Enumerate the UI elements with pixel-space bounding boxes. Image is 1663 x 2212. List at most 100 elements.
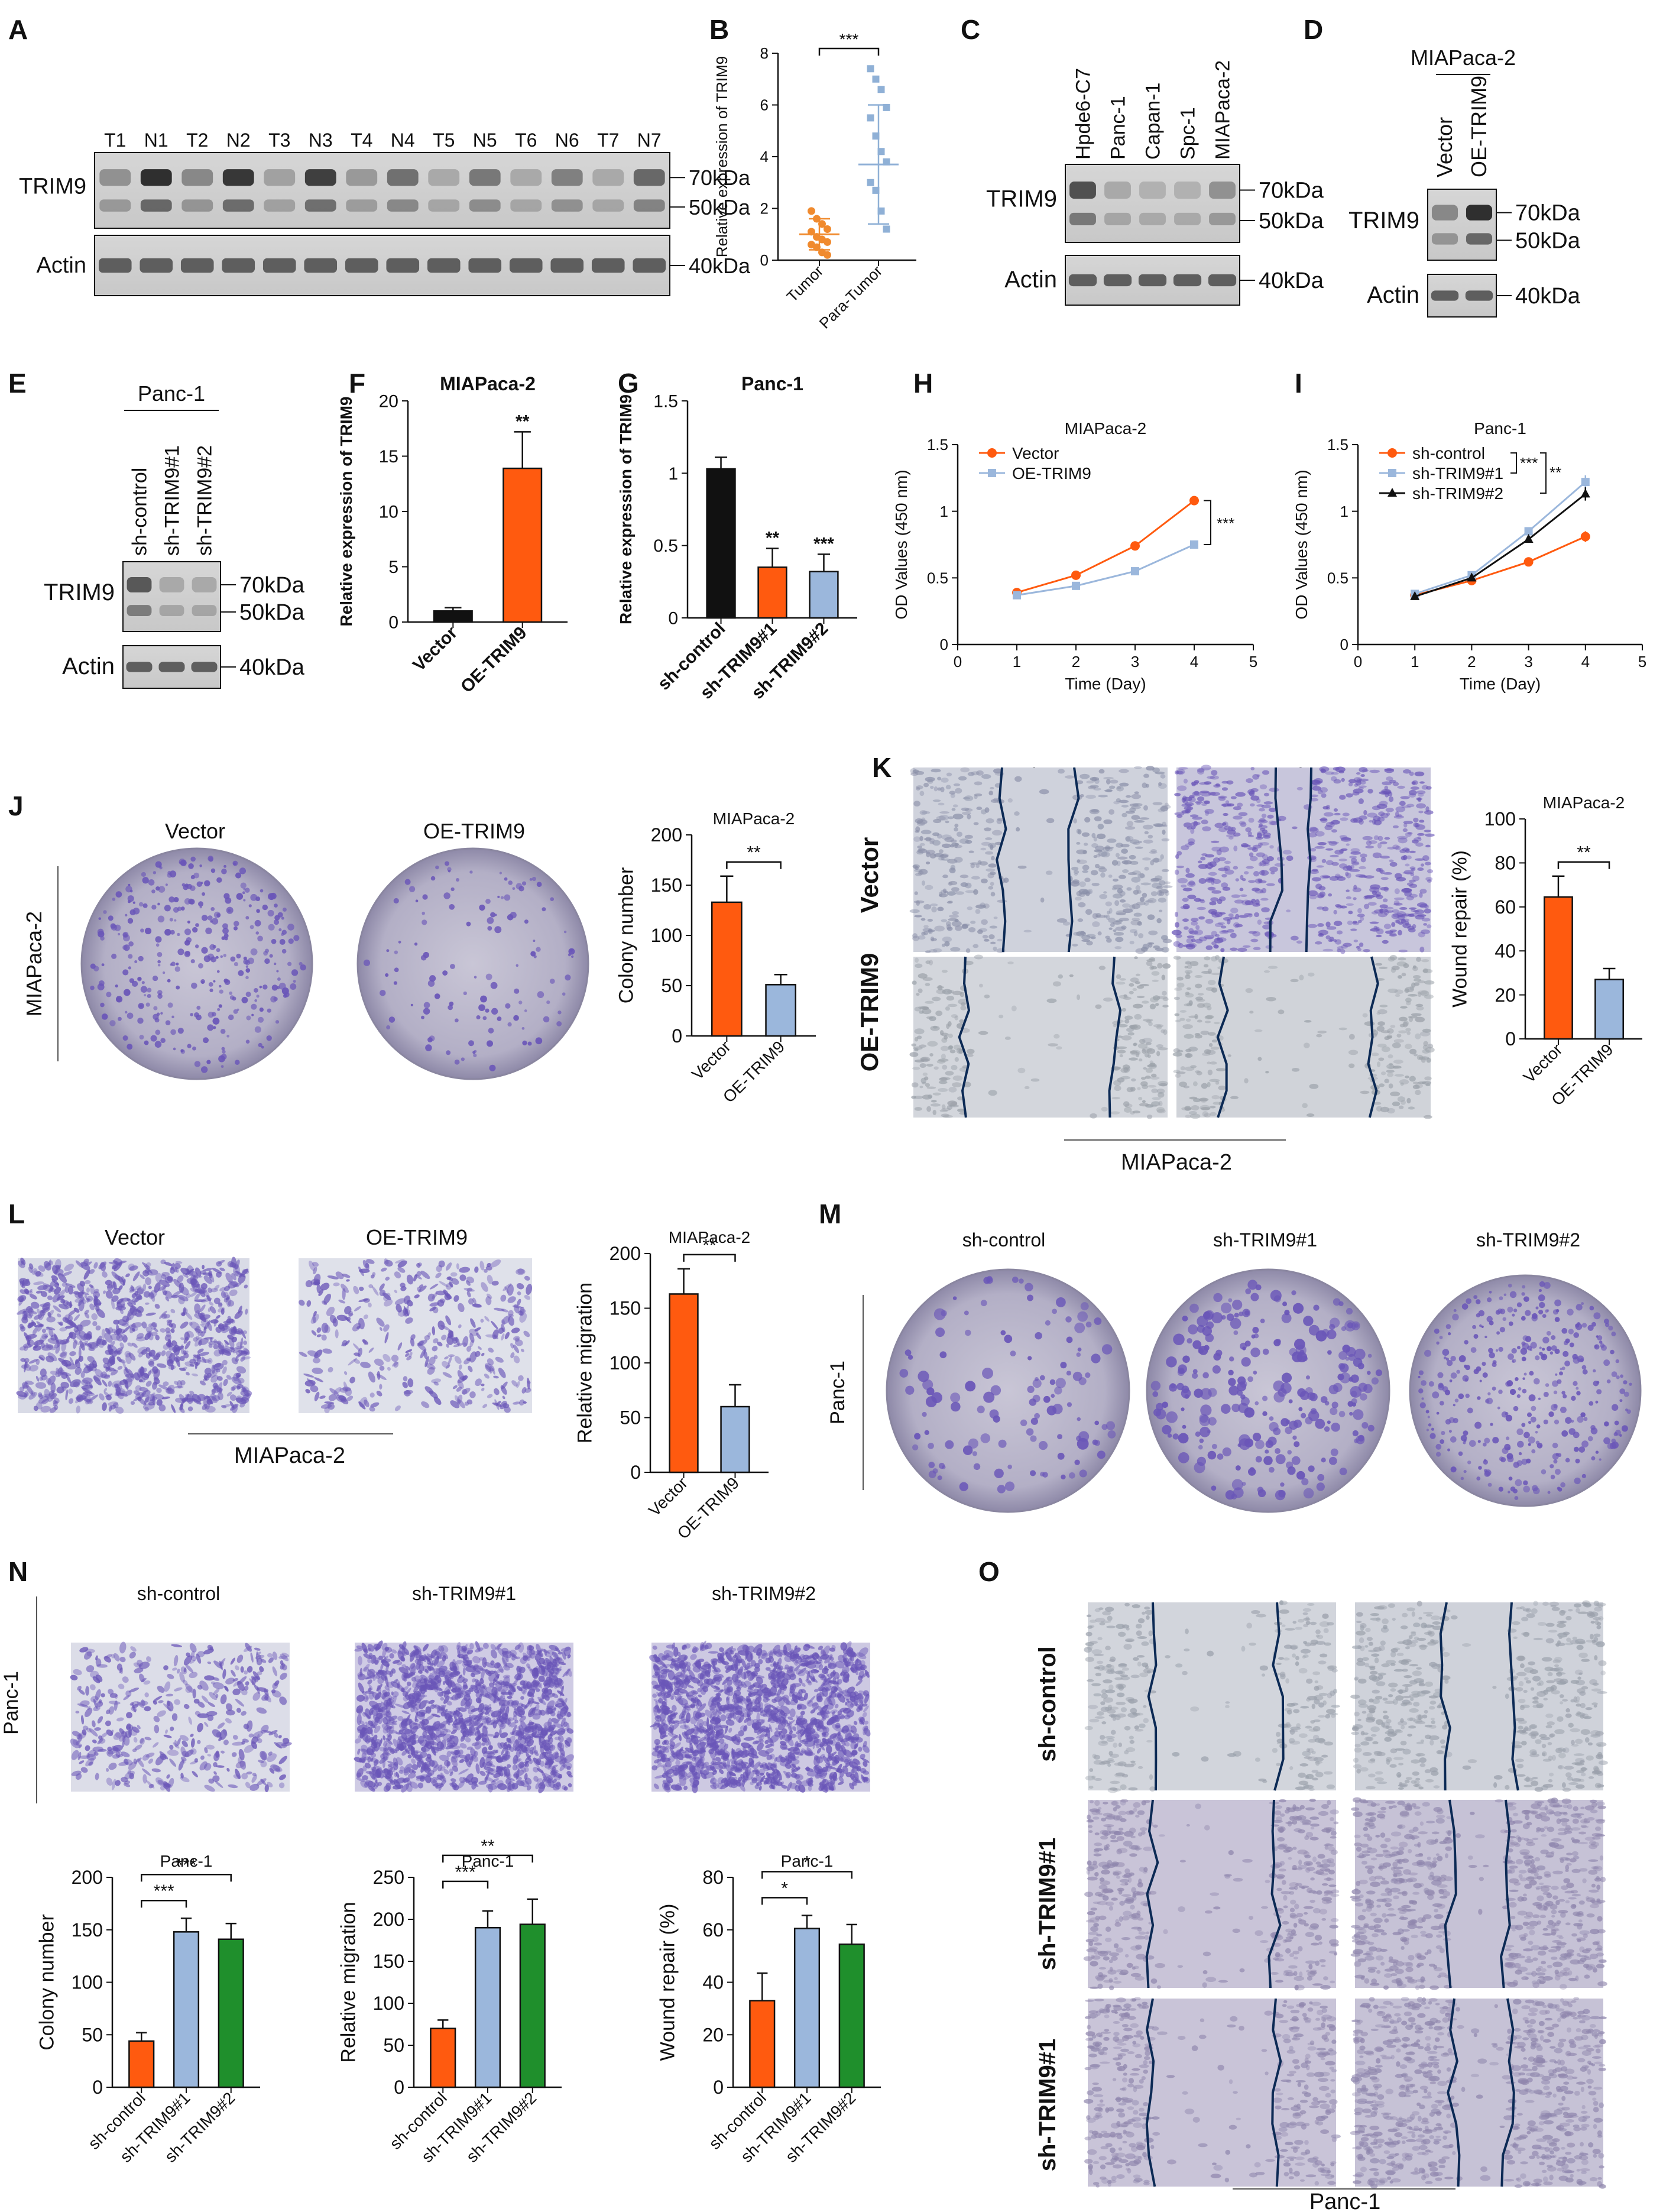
colony-dot [1436, 1411, 1440, 1415]
colony-dot [219, 989, 223, 994]
cell-mark [1072, 794, 1082, 801]
colony-dot [216, 877, 222, 883]
colony-dot [1445, 1418, 1451, 1425]
colony-dot [1257, 1489, 1266, 1498]
colony-dot [1629, 1382, 1632, 1386]
colony-dot [1466, 1298, 1472, 1304]
colony-dot [1007, 1465, 1012, 1469]
cell-mark [1306, 1113, 1315, 1118]
colony-dot [1057, 1452, 1065, 1460]
colony-dot [154, 1041, 162, 1048]
colony-dot [1458, 1393, 1464, 1400]
cell-mark [46, 1316, 56, 1323]
cell-mark [1138, 933, 1144, 938]
cell-mark [1274, 863, 1285, 867]
colony-dot [1464, 1340, 1469, 1345]
cell-mark [1129, 929, 1137, 934]
marker-label: 50kDa [1259, 209, 1324, 234]
cell-mark [1406, 1031, 1411, 1035]
cell-mark [1086, 941, 1093, 945]
lane-label: N4 [391, 129, 415, 151]
cell-mark [1408, 1015, 1418, 1019]
cell-mark [1390, 1092, 1401, 1097]
cell-mark [1261, 907, 1270, 913]
colony-dot [256, 995, 260, 998]
colony-dot [245, 1039, 250, 1044]
cell-mark [1388, 1083, 1393, 1089]
colony-dot [414, 942, 418, 946]
colony-dot [1619, 1399, 1623, 1403]
colony-dot [443, 892, 450, 899]
wound-edge-line [1067, 767, 1080, 953]
colony-dot [1061, 1474, 1066, 1480]
colony-dot [1515, 1479, 1522, 1486]
cell-mark [1424, 980, 1435, 985]
colony-dot [267, 1008, 271, 1013]
cell-mark [1106, 938, 1112, 943]
cell-mark [1161, 804, 1171, 809]
cell-mark [1411, 867, 1416, 872]
colony-dot [1546, 1331, 1551, 1336]
trim9-lower-band [222, 199, 254, 212]
cell-mark [1408, 914, 1415, 917]
cell-mark [1392, 1101, 1401, 1107]
cell-mark [1182, 918, 1189, 922]
cell-mark [1179, 1018, 1185, 1021]
actin-band [262, 258, 296, 273]
cell-mark [1133, 889, 1139, 895]
cell-mark [1268, 807, 1276, 812]
trim9-band [1139, 182, 1166, 199]
marker-label: 40kDa [1515, 284, 1581, 309]
colony-dot [170, 963, 173, 966]
colony-dot [176, 985, 180, 990]
colony-dot [299, 961, 303, 966]
cell-mark [1129, 803, 1139, 807]
cell-mark [1117, 786, 1121, 789]
cell-mark [1184, 926, 1189, 930]
cell-mark [1148, 943, 1153, 948]
colony-dot [1578, 1446, 1586, 1453]
colony-dot [1560, 1482, 1565, 1488]
colony-dot [144, 927, 152, 935]
cell-mark [1116, 860, 1121, 866]
cell-mark [1399, 801, 1406, 807]
cell-mark [978, 1031, 988, 1035]
colony-dot [235, 872, 242, 879]
colony-dot [1567, 1309, 1574, 1316]
cell-mark [1364, 1021, 1375, 1026]
lane-label: Hpde6-C7 [1072, 68, 1095, 160]
colony-dot [1568, 1329, 1574, 1335]
cell-mark [939, 811, 950, 814]
cell-mark [1108, 785, 1116, 789]
colony-dot [1526, 1412, 1532, 1417]
colony-dot [473, 1053, 477, 1058]
colony-dot [1516, 1428, 1523, 1436]
cell-mark [1079, 881, 1086, 888]
cell-mark [1384, 837, 1390, 840]
cell-mark [1312, 786, 1321, 791]
cell-mark [1233, 922, 1240, 928]
cell-mark [1420, 929, 1430, 934]
protein-label: Actin [1367, 282, 1419, 308]
colony-dot [1197, 1456, 1207, 1466]
colony-dot [487, 926, 492, 931]
cell-mark [951, 1064, 958, 1070]
cell-mark [1233, 833, 1241, 837]
colony-dot [157, 960, 161, 964]
cell-mark [1130, 860, 1139, 865]
cell-mark [941, 778, 949, 783]
cell-mark [1185, 1048, 1192, 1052]
colony-dot [262, 904, 268, 911]
cell-mark [1130, 1087, 1136, 1092]
cell-mark [1217, 922, 1225, 925]
cell-mark [912, 933, 918, 939]
cell-mark [1173, 956, 1181, 960]
cell-mark [1408, 793, 1416, 798]
colony-dot [1506, 1436, 1510, 1440]
cell-mark [1117, 1050, 1126, 1054]
cell-mark [945, 1071, 954, 1076]
colony-dot [282, 907, 287, 912]
cell-mark [1145, 899, 1153, 903]
colony-dot [524, 1009, 527, 1012]
colony-dot [1327, 1350, 1332, 1355]
